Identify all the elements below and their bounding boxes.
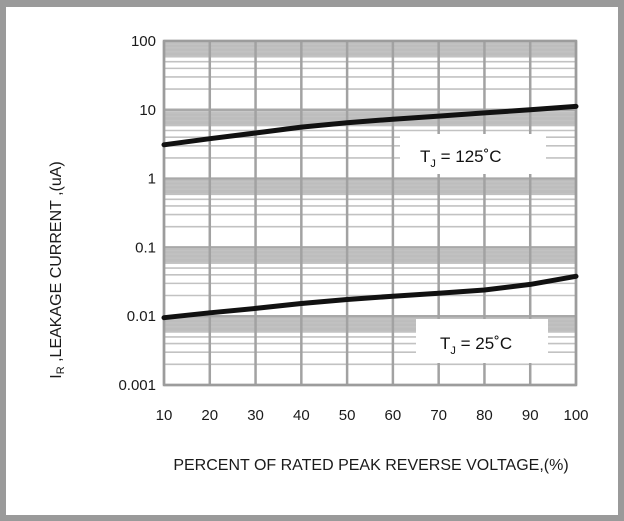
series-lines <box>161 103 579 321</box>
y-tick-labels: 0.001 0.01 0.1 1 10 100 <box>118 33 156 394</box>
y-tick-label: 0.1 <box>135 239 156 256</box>
x-tick-label: 40 <box>293 407 310 424</box>
series-25c-line <box>161 273 579 321</box>
x-tick-label: 10 <box>156 407 173 424</box>
grid-band <box>164 42 576 58</box>
annotation-25c: TJ = 25˚C <box>416 319 548 363</box>
annotation-125c: TJ = 125˚C <box>400 134 546 174</box>
x-tick-label: 30 <box>247 407 264 424</box>
y-tick-label: 0.001 <box>118 377 156 394</box>
chart-frame: TJ = 125˚C TJ = 25˚C 10 20 30 40 50 60 70 80 90 1… <box>6 7 618 515</box>
series-125c-line <box>161 103 579 148</box>
grid-band <box>164 248 576 264</box>
x-tick-label: 80 <box>476 407 493 424</box>
annotation-25c-label: TJ = 25˚C <box>440 334 512 357</box>
chart: TJ = 125˚C TJ = 25˚C 10 20 30 40 50 60 70 80 90 1… <box>48 33 589 474</box>
annotation-125c-label: TJ = 125˚C <box>420 147 502 170</box>
x-tick-labels: 10 20 30 40 50 60 70 80 90 100 <box>156 407 589 424</box>
y-tick-label: 0.01 <box>127 308 156 325</box>
x-tick-label: 90 <box>522 407 539 424</box>
y-tick-label: 100 <box>131 33 156 50</box>
x-tick-label: 70 <box>430 407 447 424</box>
grid-band <box>164 179 576 196</box>
y-axis-label: IR ,LEAKAGE CURRENT ,(uA) <box>48 161 67 379</box>
plot-border <box>162 39 578 387</box>
x-tick-label: 20 <box>201 407 218 424</box>
grid-bands <box>164 42 576 333</box>
x-tick-label: 100 <box>563 407 588 424</box>
y-tick-label: 10 <box>139 102 156 119</box>
y-tick-label: 1 <box>148 171 156 188</box>
x-axis-label: PERCENT OF RATED PEAK REVERSE VOLTAGE,(%… <box>173 457 568 474</box>
x-tick-label: 50 <box>339 407 356 424</box>
x-tick-label: 60 <box>385 407 402 424</box>
